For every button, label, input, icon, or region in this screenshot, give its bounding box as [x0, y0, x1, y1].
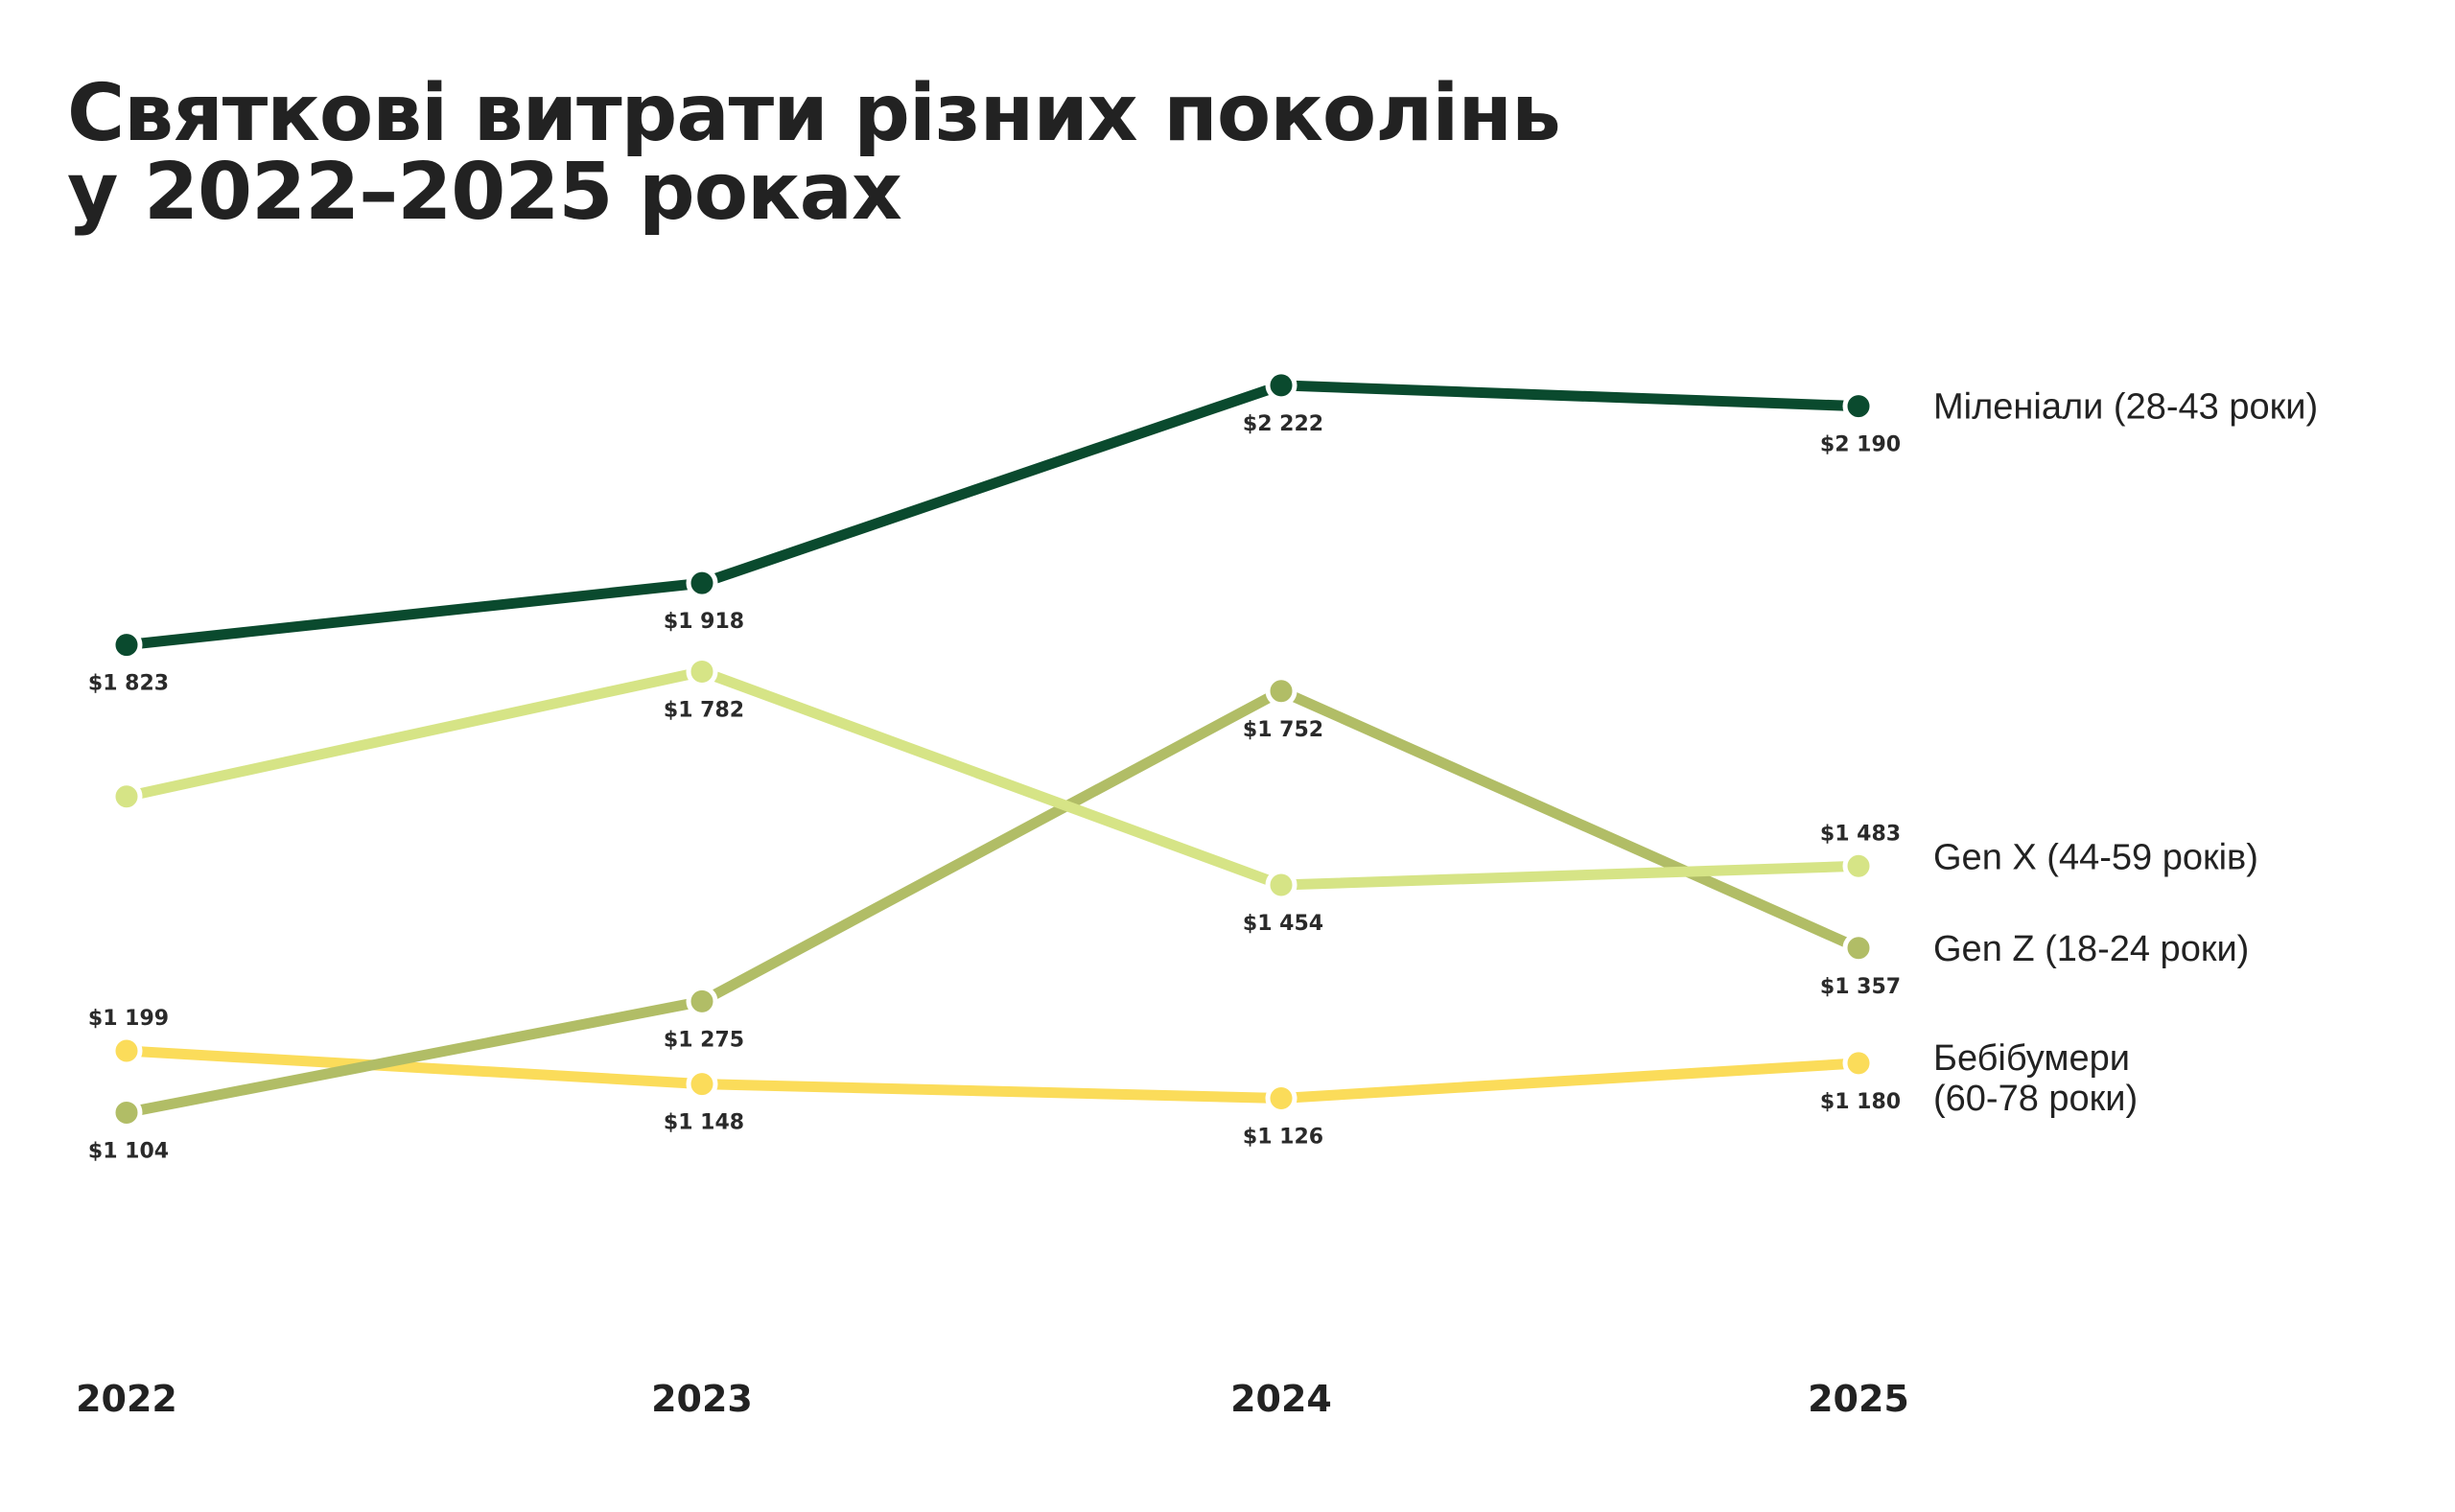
series-name-line: Gen Z (18-24 роки): [1933, 929, 2249, 969]
series-name-1: Міленіали (28-43 роки): [1933, 387, 2318, 428]
data-label-3-2023: $1 275: [664, 1028, 744, 1052]
data-point-1-2025: [1842, 390, 1875, 423]
data-point-3-2022: [110, 1096, 143, 1128]
data-point-3-2025: [1842, 932, 1875, 965]
data-label-2-2025: $1 483: [1820, 822, 1901, 846]
x-tick-label-2022: 2022: [76, 1378, 177, 1420]
series-name-line: Gen X (44-59 років): [1933, 837, 2258, 877]
data-label-2-2023: $1 782: [664, 698, 744, 722]
series-name-line: Міленіали (28-43 роки): [1933, 387, 2318, 428]
data-point-4-2023: [686, 1068, 718, 1101]
series-1: $1 823 $1 918 $2 222 $2 190 Міленіали (28-43…: [88, 369, 2318, 696]
data-label-4-2023: $1 148: [664, 1111, 744, 1135]
x-tick-label-2024: 2024: [1230, 1378, 1332, 1420]
series-3: $1 104 $1 275 $1 752 $1 357 Gen Z (18-24 рок…: [88, 675, 2249, 1163]
series-name-2: Gen X (44-59 років): [1933, 837, 2258, 877]
data-label-4-2025: $1 180: [1820, 1090, 1901, 1114]
series-line-1: [121, 380, 1864, 651]
data-label-3-2022: $1 104: [88, 1139, 169, 1163]
data-point-2-2023: [686, 655, 718, 687]
series-line-4: [121, 1045, 1864, 1105]
data-point-1-2024: [1265, 369, 1298, 402]
chart-title-line-1: Святкові витрати різних поколінь: [67, 68, 1561, 159]
series-4: $1 199 $1 148 $1 126 $1 180 Бебібумери (60-78…: [88, 1007, 2138, 1150]
data-point-3-2024: [1265, 675, 1298, 708]
data-label-3-2025: $1 357: [1820, 975, 1901, 999]
data-point-4-2025: [1842, 1047, 1875, 1080]
data-label-4-2022: $1 199: [88, 1007, 169, 1031]
series-name-line: Бебібумери: [1933, 1038, 2130, 1079]
data-label-1-2023: $1 918: [664, 610, 744, 634]
x-tick-label-2023: 2023: [651, 1378, 753, 1420]
data-point-3-2023: [686, 985, 718, 1017]
data-point-2-2024: [1265, 869, 1298, 901]
data-point-2-2025: [1842, 849, 1875, 882]
series-2: $1 782 $1 454 $1 483 Gen X (44-59 років): [110, 655, 2258, 936]
data-label-1-2025: $2 190: [1820, 433, 1901, 457]
series-line-2: [121, 665, 1864, 891]
data-label-1-2024: $2 222: [1243, 412, 1323, 436]
data-point-1-2023: [686, 567, 718, 599]
series-name-line: (60-78 роки): [1933, 1079, 2138, 1119]
chart-title: Святкові витрати різних поколінь у 2022–…: [67, 75, 1985, 232]
series-name-3: Gen Z (18-24 роки): [1933, 929, 2249, 969]
data-point-2-2022: [110, 780, 143, 813]
series-line-3: [121, 686, 1864, 1118]
data-point-1-2022: [110, 629, 143, 662]
data-label-1-2022: $1 823: [88, 672, 169, 696]
data-label-3-2024: $1 752: [1243, 718, 1323, 742]
data-label-2-2024: $1 454: [1243, 912, 1323, 936]
data-point-4-2022: [110, 1035, 143, 1067]
chart-title-line-2: у 2022–2025 роках: [67, 147, 902, 238]
data-label-4-2024: $1 126: [1243, 1126, 1323, 1150]
x-tick-label-2025: 2025: [1808, 1378, 1909, 1420]
data-point-4-2024: [1265, 1082, 1298, 1115]
series-name-4: Бебібумери (60-78 роки): [1933, 1038, 2138, 1119]
